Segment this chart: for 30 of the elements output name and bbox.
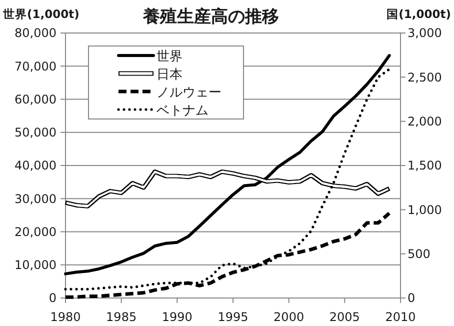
- y-tick-label: 30,000: [14, 192, 56, 206]
- y2-tick-label: 1,000: [408, 202, 442, 217]
- y-tick-label: 10,000: [14, 258, 56, 272]
- y-tick-label: 70,000: [14, 59, 56, 74]
- y-axis-title: 世界(1,000t): [2, 7, 80, 21]
- y2-tick-label: 500: [408, 247, 430, 262]
- y2-tick-label: 2,000: [408, 114, 442, 129]
- legend-label: ノルウェー: [156, 85, 222, 100]
- y-tick-label: 80,000: [14, 26, 56, 40]
- y2-tick-label: 0: [408, 291, 416, 306]
- x-tick-label: 1985: [106, 310, 137, 324]
- x-tick-label: 1995: [218, 310, 248, 324]
- y2-tick-label: 2,500: [408, 70, 442, 84]
- x-tick-label: 2005: [329, 310, 360, 324]
- y-tick-label: 20,000: [14, 224, 56, 239]
- x-tick-label: 1980: [50, 310, 81, 324]
- y-tick-label: 60,000: [14, 92, 56, 106]
- x-tick-label: 1990: [162, 310, 192, 324]
- y2-tick-label: 1,500: [408, 158, 442, 173]
- y-tick-label: 40,000: [14, 158, 56, 173]
- x-tick-label: 2010: [385, 310, 416, 324]
- legend-label: 日本: [156, 67, 182, 82]
- x-tick-label: 2000: [274, 310, 304, 324]
- legend-label: ベトナム: [156, 103, 208, 118]
- legend-label: 世界: [156, 49, 182, 64]
- y-tick-label: 50,000: [14, 126, 56, 140]
- y2-tick-label: 3,000: [408, 26, 442, 40]
- y-tick-label: 0: [48, 291, 56, 306]
- y2-axis-title: 国(1,000t): [386, 7, 451, 21]
- chart-title: 養殖生産高の推移: [142, 7, 279, 27]
